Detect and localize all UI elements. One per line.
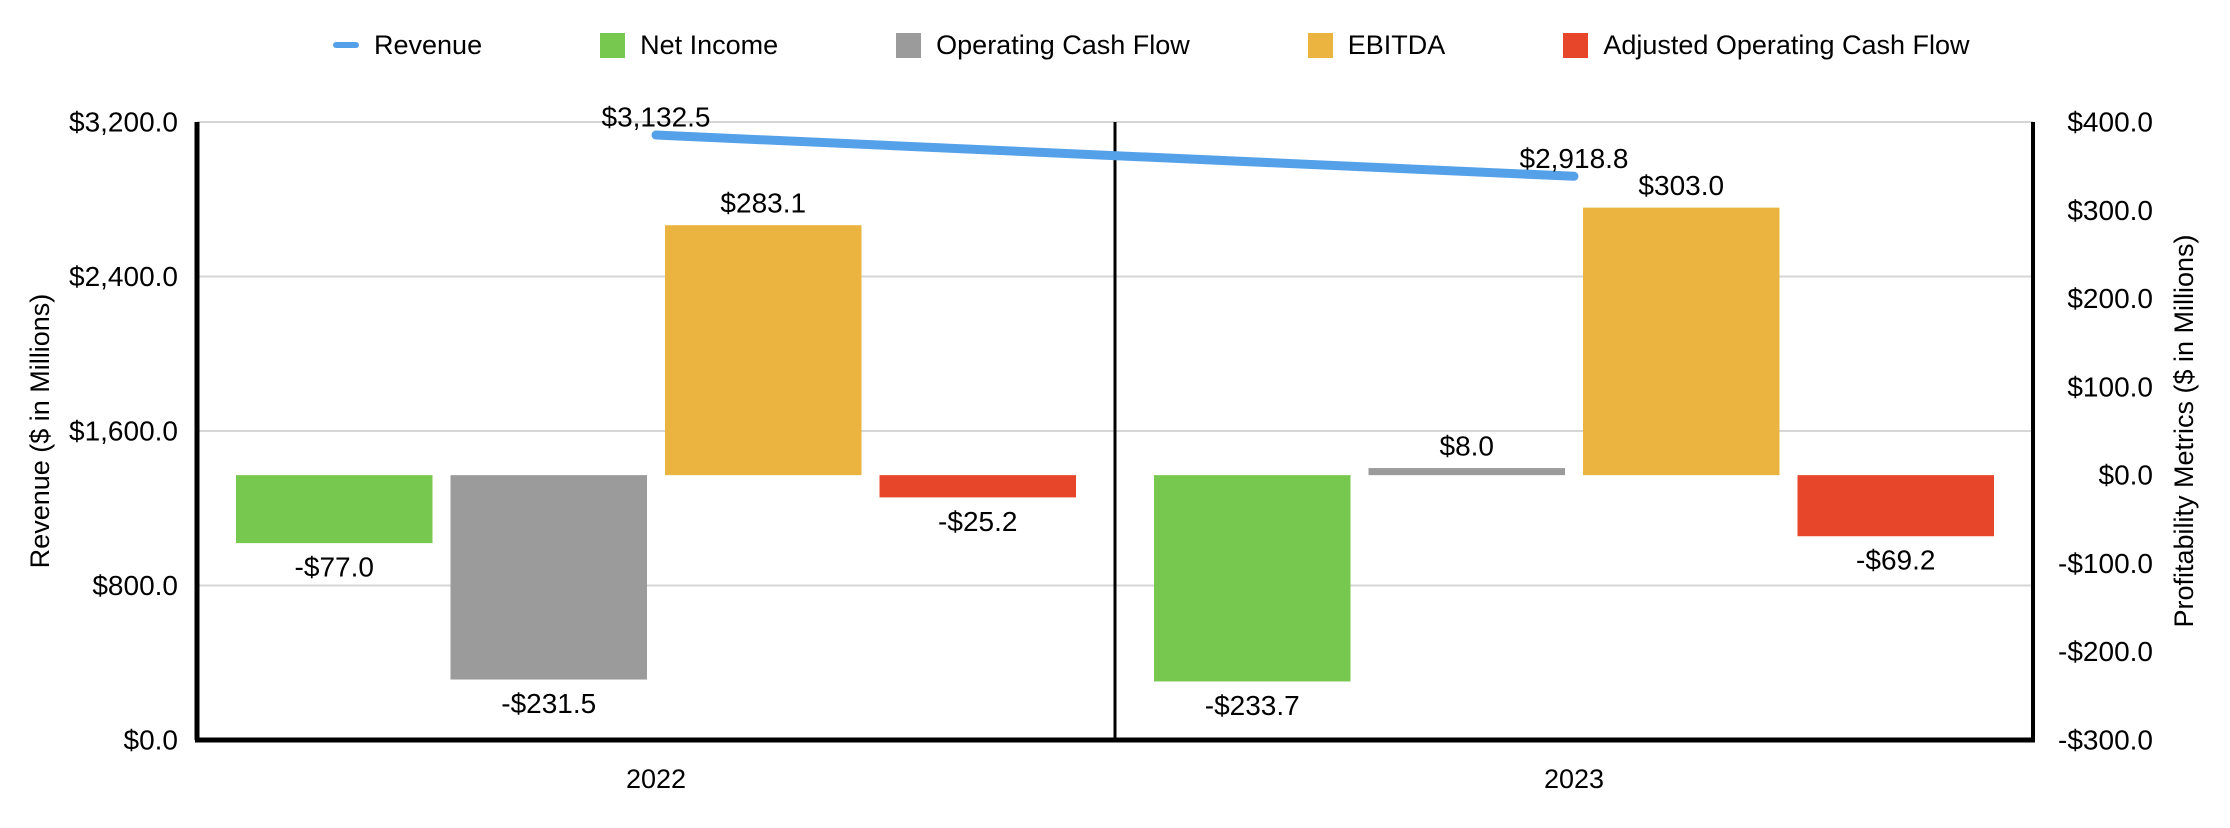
chart-legend: Revenue Net Income Operating Cash Flow EBIT… bbox=[0, 18, 2230, 72]
legend-item-ebitda[interactable]: EBITDA bbox=[1307, 29, 1446, 60]
legend-item-net-income[interactable]: Net Income bbox=[600, 29, 779, 60]
right-axis-tick-label: -$100.0 bbox=[2058, 548, 2153, 579]
left-axis-tick-label: $1,600.0 bbox=[69, 416, 178, 447]
legend-swatch-square-icon bbox=[1307, 32, 1333, 58]
bar-net-income-2023 bbox=[1154, 475, 1351, 682]
legend-label: Revenue bbox=[374, 29, 483, 60]
bar-value-label: $8.0 bbox=[1440, 431, 1495, 462]
bar-value-label: -$69.2 bbox=[1856, 545, 1935, 576]
right-axis-tick-label: $200.0 bbox=[2067, 283, 2153, 314]
bar-value-label: $303.0 bbox=[1638, 170, 1724, 201]
right-axis-tick-label: $400.0 bbox=[2067, 107, 2153, 138]
bar-value-label: -$231.5 bbox=[501, 688, 596, 719]
legend-item-operating-cash-flow[interactable]: Operating Cash Flow bbox=[896, 29, 1190, 60]
bar-value-label: -$233.7 bbox=[1205, 690, 1300, 721]
legend-swatch-square-icon bbox=[600, 32, 626, 58]
bar-operating-cash-flow-2023 bbox=[1368, 468, 1565, 476]
category-label-2023: 2023 bbox=[1544, 764, 1604, 794]
category-label-2022: 2022 bbox=[626, 764, 686, 794]
bar-net-income-2022 bbox=[236, 475, 433, 544]
legend-label: EBITDA bbox=[1347, 29, 1446, 60]
bar-adjusted-operating-cash-flow-2022 bbox=[879, 475, 1076, 498]
left-axis-tick-label: $800.0 bbox=[92, 570, 178, 601]
right-axis-tick-label: $100.0 bbox=[2067, 371, 2153, 402]
right-axis-tick-label: $300.0 bbox=[2067, 195, 2153, 226]
bar-value-label: -$77.0 bbox=[295, 552, 374, 583]
revenue-value-label: $2,918.8 bbox=[1520, 143, 1629, 174]
left-axis-tick-label: $3,200.0 bbox=[69, 107, 178, 138]
right-axis-tick-label: -$300.0 bbox=[2058, 725, 2153, 756]
right-axis-tick-label: -$200.0 bbox=[2058, 636, 2153, 667]
legend-item-revenue[interactable]: Revenue bbox=[333, 29, 483, 60]
legend-label: Operating Cash Flow bbox=[936, 29, 1190, 60]
legend-swatch-line-icon bbox=[333, 42, 359, 48]
legend-label: Adjusted Operating Cash Flow bbox=[1603, 29, 1970, 60]
legend-swatch-square-icon bbox=[1563, 32, 1589, 58]
left-axis-tick-label: $0.0 bbox=[124, 725, 179, 756]
legend-swatch-square-icon bbox=[896, 32, 922, 58]
right-axis-tick-label: $0.0 bbox=[2099, 460, 2154, 491]
revenue-line bbox=[651, 130, 1579, 181]
revenue-value-label: $3,132.5 bbox=[602, 102, 711, 133]
legend-item-adjusted-operating-cash-flow[interactable]: Adjusted Operating Cash Flow bbox=[1563, 29, 1970, 60]
right-axis-title: Profitability Metrics ($ in Millions) bbox=[2169, 234, 2199, 627]
legend-label: Net Income bbox=[640, 29, 779, 60]
bar-adjusted-operating-cash-flow-2023 bbox=[1797, 475, 1994, 537]
bar-value-label: $283.1 bbox=[720, 188, 806, 219]
left-axis-tick-label: $2,400.0 bbox=[69, 261, 178, 292]
bar-ebitda-2022 bbox=[665, 225, 862, 476]
bar-operating-cash-flow-2022 bbox=[450, 475, 647, 680]
bar-ebitda-2023 bbox=[1583, 207, 1780, 476]
bar-value-label: -$25.2 bbox=[938, 506, 1017, 537]
left-axis-title: Revenue ($ in Millions) bbox=[25, 294, 55, 569]
